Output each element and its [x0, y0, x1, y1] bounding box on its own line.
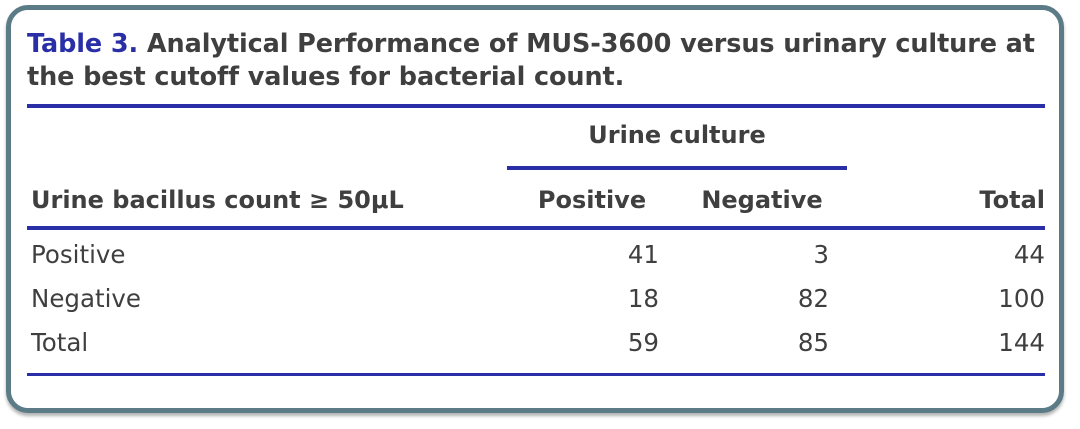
- rule-top: [27, 104, 1045, 108]
- cell-total: 144: [998, 328, 1045, 357]
- cell-total: 100: [998, 284, 1045, 313]
- table-row: Positive 41 3 44: [11, 238, 1059, 282]
- rule-column-group: [507, 166, 847, 170]
- cell-negative: 85: [797, 328, 829, 357]
- row-label: Total: [31, 328, 89, 357]
- table-caption: Table 3. Analytical Performance of MUS-3…: [27, 28, 1037, 94]
- cell-positive: 59: [627, 328, 659, 357]
- rule-header-bottom: [27, 226, 1045, 230]
- column-header-total: Total: [979, 186, 1045, 214]
- table-card: Table 3. Analytical Performance of MUS-3…: [6, 5, 1064, 413]
- row-label: Positive: [31, 240, 126, 269]
- column-header-negative: Negative: [701, 186, 823, 214]
- table-row: Negative 18 82 100: [11, 282, 1059, 326]
- table-card-inner: Table 3. Analytical Performance of MUS-3…: [11, 10, 1059, 408]
- rule-bottom: [27, 373, 1045, 376]
- cell-positive: 18: [627, 284, 659, 313]
- column-header-positive: Positive: [537, 186, 647, 214]
- cell-negative: 82: [797, 284, 829, 313]
- cell-total: 44: [1013, 240, 1045, 269]
- table-caption-label: Table 3.: [27, 29, 139, 59]
- table-row: Total 59 85 144: [11, 326, 1059, 370]
- cell-negative: 3: [813, 240, 829, 269]
- cell-positive: 41: [627, 240, 659, 269]
- column-group-header-urine-culture: Urine culture: [588, 121, 766, 149]
- row-label: Negative: [31, 284, 141, 313]
- column-header-stub: Urine bacillus count ≥ 50μL: [31, 186, 404, 214]
- table-caption-text: Analytical Performance of MUS-3600 versu…: [27, 29, 1035, 93]
